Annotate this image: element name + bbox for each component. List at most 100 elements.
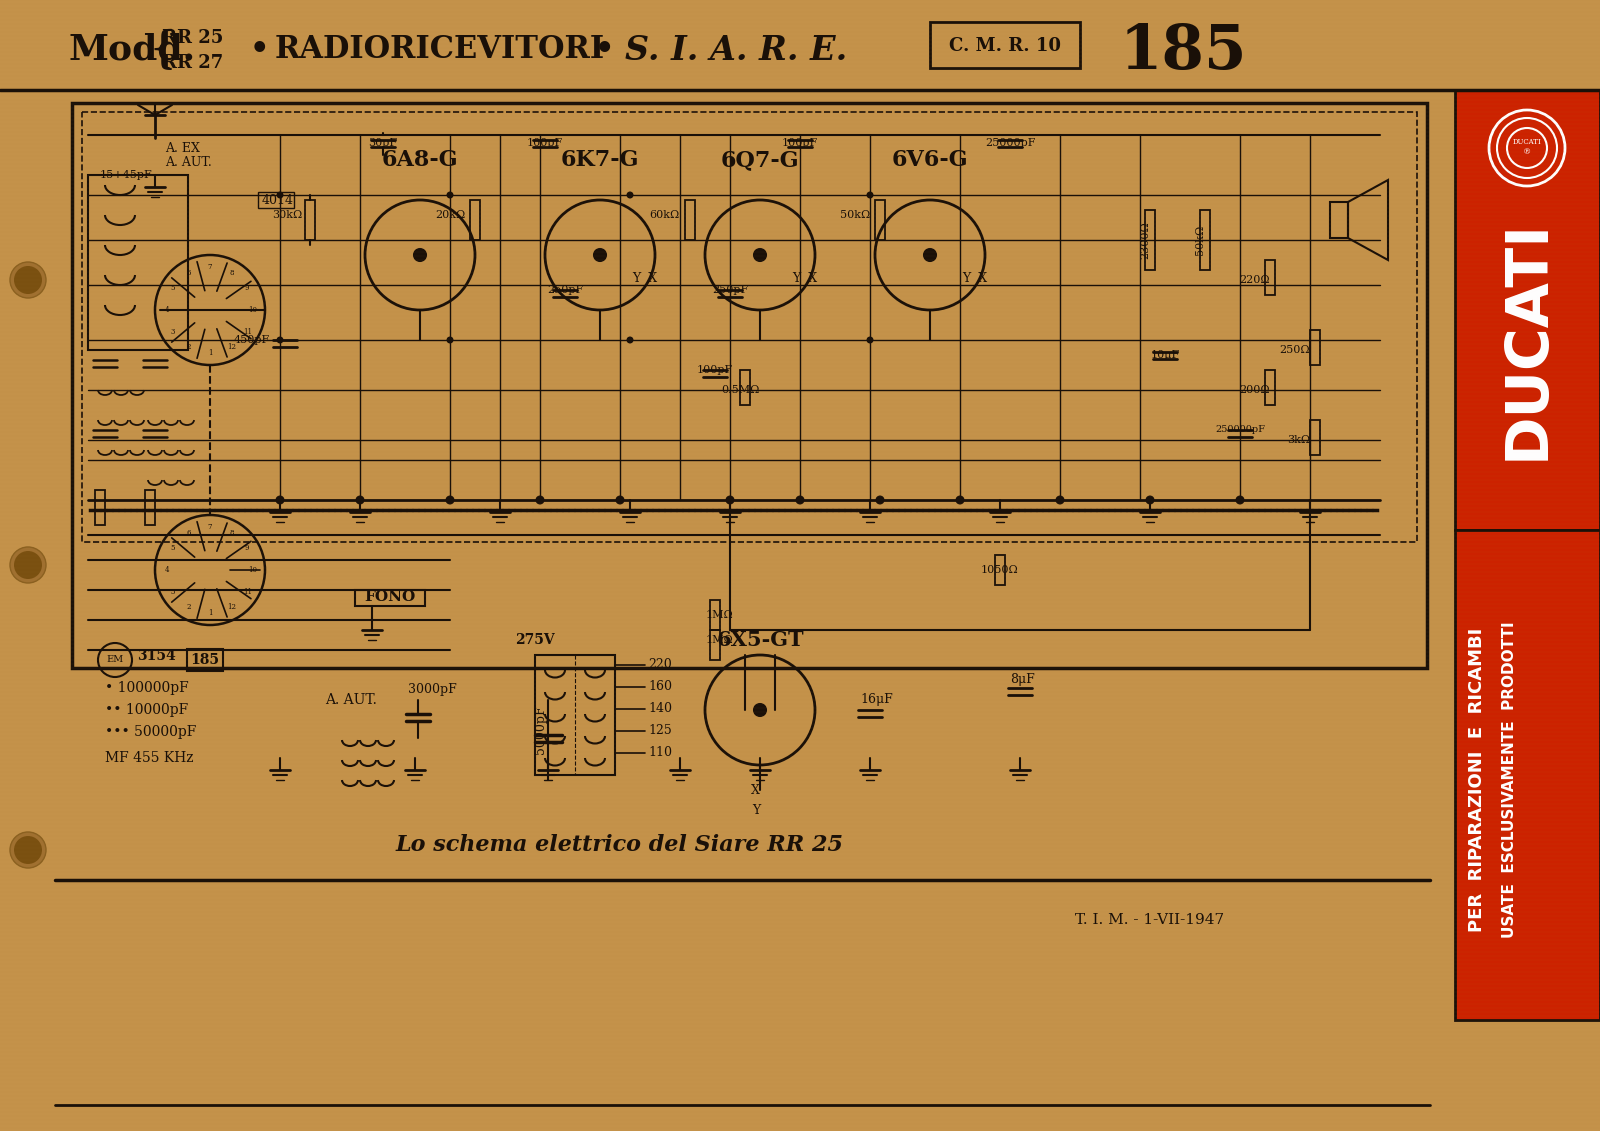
Bar	[88, 175, 189, 349]
Bar	[82, 112, 1418, 542]
Circle shape	[955, 495, 965, 504]
Circle shape	[277, 337, 283, 344]
Text: 50kΩ: 50kΩ	[840, 210, 870, 221]
Text: 10: 10	[248, 307, 258, 314]
Text: 25000pF: 25000pF	[984, 138, 1035, 148]
Text: 100pF: 100pF	[526, 138, 563, 148]
Circle shape	[414, 249, 426, 261]
Text: RR 27: RR 27	[162, 54, 224, 72]
Circle shape	[1056, 495, 1064, 504]
Text: 3kΩ: 3kΩ	[1286, 435, 1310, 444]
Text: 5: 5	[171, 544, 174, 553]
Text: PER  RIPARAZIONI  E  RICAMBI: PER RIPARAZIONI E RICAMBI	[1469, 628, 1486, 932]
Circle shape	[754, 249, 766, 261]
Text: •: •	[595, 35, 614, 66]
Text: 2: 2	[186, 343, 190, 352]
Text: 12: 12	[227, 603, 237, 611]
Bar	[258, 192, 294, 208]
Text: 0.5MΩ: 0.5MΩ	[722, 385, 758, 395]
Text: 220: 220	[648, 658, 672, 672]
Bar	[470, 200, 480, 240]
Bar	[534, 655, 614, 775]
Bar	[306, 200, 315, 240]
Text: 9: 9	[245, 285, 250, 293]
Text: 8: 8	[229, 529, 234, 537]
Text: •: •	[250, 35, 269, 66]
Circle shape	[355, 495, 365, 504]
Text: S. I. A. R. E.: S. I. A. R. E.	[626, 34, 848, 67]
Bar	[1454, 530, 1600, 1020]
Text: 7: 7	[208, 264, 213, 271]
Circle shape	[1507, 128, 1547, 169]
Text: 1050Ω: 1050Ω	[981, 566, 1019, 575]
Text: 250pF: 250pF	[547, 285, 582, 295]
Text: 3154: 3154	[138, 649, 176, 663]
Text: 6V6-G: 6V6-G	[891, 149, 968, 171]
Text: 8: 8	[229, 269, 234, 277]
Circle shape	[14, 266, 42, 294]
Text: • 100000pF: • 100000pF	[106, 681, 189, 696]
Text: 12: 12	[227, 343, 237, 352]
Circle shape	[10, 832, 46, 867]
Text: 3: 3	[171, 587, 174, 596]
Text: 140: 140	[648, 702, 672, 716]
Text: 20kΩ: 20kΩ	[435, 210, 466, 221]
Text: 30pF: 30pF	[368, 138, 397, 148]
Text: 6X5-GT: 6X5-GT	[717, 630, 803, 650]
Text: RADIORICEVITORI: RADIORICEVITORI	[275, 35, 605, 66]
Bar	[930, 21, 1080, 68]
Text: 6: 6	[186, 529, 190, 537]
Circle shape	[446, 191, 453, 199]
Text: 100pF: 100pF	[782, 138, 818, 148]
Bar	[710, 601, 720, 630]
Text: 185: 185	[1120, 21, 1248, 83]
Bar	[355, 590, 426, 606]
Text: T. I. M. - 1-VII-1947: T. I. M. - 1-VII-1947	[1075, 913, 1224, 927]
Circle shape	[867, 191, 874, 199]
Text: ••• 50000pF: ••• 50000pF	[106, 725, 197, 739]
Text: A. EX: A. EX	[165, 141, 200, 155]
Bar	[1146, 210, 1155, 270]
Text: 185: 185	[190, 653, 219, 667]
Circle shape	[446, 337, 453, 344]
Circle shape	[1490, 110, 1565, 185]
Text: 1: 1	[208, 608, 213, 618]
Text: 1: 1	[208, 349, 213, 357]
Circle shape	[14, 836, 42, 864]
Text: 50kΩ: 50kΩ	[1195, 225, 1205, 256]
Text: MF 455 KHz: MF 455 KHz	[106, 751, 194, 765]
Bar	[710, 630, 720, 661]
Circle shape	[875, 495, 885, 504]
Text: 100pF: 100pF	[698, 365, 733, 375]
Circle shape	[1146, 495, 1155, 504]
Circle shape	[594, 249, 606, 261]
Text: Lo schema elettrico del Siare RR 25: Lo schema elettrico del Siare RR 25	[397, 834, 845, 856]
Text: 6K7-G: 6K7-G	[560, 149, 640, 171]
Text: FONO: FONO	[365, 590, 416, 604]
Circle shape	[14, 551, 42, 579]
Text: 6Q7-G: 6Q7-G	[720, 149, 800, 171]
Text: 11: 11	[243, 587, 251, 596]
Text: EM: EM	[106, 656, 123, 665]
Bar	[72, 103, 1427, 668]
Circle shape	[1235, 495, 1245, 504]
Text: 5000pF: 5000pF	[533, 706, 547, 754]
Text: 250Ω: 250Ω	[1280, 345, 1310, 355]
Text: 1MΩ: 1MΩ	[706, 610, 734, 620]
Bar	[1310, 330, 1320, 365]
Circle shape	[277, 191, 283, 199]
Text: •• 10000pF: •• 10000pF	[106, 703, 189, 717]
Circle shape	[445, 495, 454, 504]
Text: Y  X: Y X	[792, 271, 818, 285]
Bar	[995, 555, 1005, 585]
Text: 7: 7	[208, 523, 213, 530]
Text: 10: 10	[248, 566, 258, 575]
Text: Modd.: Modd.	[67, 33, 195, 67]
Text: 250pF: 250pF	[712, 285, 749, 295]
Text: Y: Y	[752, 803, 760, 817]
Text: 110: 110	[648, 746, 672, 760]
Text: DUCATI: DUCATI	[1499, 219, 1555, 460]
Text: 4: 4	[165, 307, 170, 314]
Bar	[1454, 90, 1600, 530]
Bar	[94, 490, 106, 525]
